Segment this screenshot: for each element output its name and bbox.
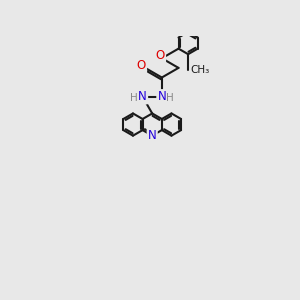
Text: O: O <box>137 59 146 72</box>
Text: H: H <box>130 93 138 103</box>
Text: CH₃: CH₃ <box>190 64 210 75</box>
Text: N: N <box>158 90 166 103</box>
Text: N: N <box>148 129 157 142</box>
Text: H: H <box>167 93 174 103</box>
Text: O: O <box>156 49 165 62</box>
Text: N: N <box>138 90 147 103</box>
